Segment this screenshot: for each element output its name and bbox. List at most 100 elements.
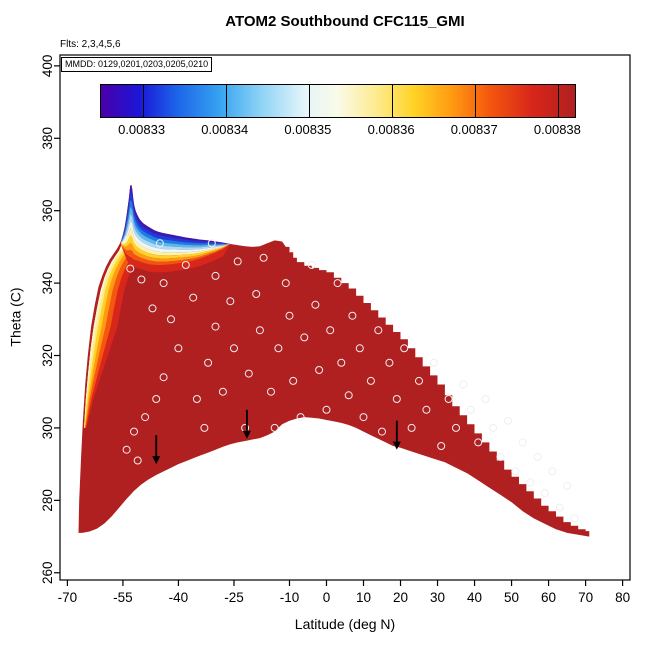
x-tick-label: 10: [356, 590, 371, 605]
contour-dome: [78, 185, 590, 537]
contour-band: [121, 206, 231, 248]
scatter-point: [570, 514, 579, 523]
x-tick-label: 30: [430, 590, 445, 605]
scatter-point: [333, 279, 342, 288]
x-tick-label: -55: [113, 590, 133, 605]
scatter-point: [148, 304, 157, 313]
scatter-point: [511, 467, 520, 476]
scatter-point: [137, 275, 146, 284]
x-tick-label: 70: [578, 590, 593, 605]
scatter-point: [189, 293, 198, 302]
scatter-point: [204, 358, 213, 367]
scatter-point: [415, 376, 423, 385]
scatter-point: [348, 311, 357, 320]
x-tick-label: 80: [615, 590, 630, 605]
scatter-point: [422, 405, 431, 414]
x-tick-label: -10: [280, 590, 300, 605]
scatter-point: [218, 387, 227, 396]
scatter-point: [159, 279, 168, 288]
scatter-point: [315, 366, 324, 374]
scatter-point: [174, 344, 183, 353]
scatter-point: [211, 271, 220, 280]
y-tick-label: 280: [40, 489, 55, 512]
scatter-point: [307, 261, 316, 269]
scatter-point: [344, 391, 353, 400]
scatter-point: [252, 290, 261, 298]
scatter-point: [285, 311, 294, 320]
colorbar-tick-label: 0.00836: [367, 122, 415, 137]
scatter-point: [366, 376, 375, 385]
scatter-point: [233, 257, 242, 266]
scatter-point: [300, 333, 309, 342]
scatter-point: [548, 467, 557, 476]
y-axis-label: Theta (C): [7, 287, 24, 347]
scatter-point: [244, 369, 253, 378]
contour-band: [121, 185, 231, 244]
contour-band: [121, 235, 231, 259]
x-tick-label: 40: [467, 590, 482, 605]
scatter-point: [167, 315, 175, 324]
flights-annotation: Flts: 2,3,4,5,6: [60, 39, 121, 50]
scatter-point: [326, 326, 335, 335]
y-tick-label: 340: [40, 272, 55, 295]
x-tick-label: 60: [541, 590, 556, 605]
scatter-point: [474, 438, 483, 447]
scatter-point: [496, 452, 505, 461]
scatter-point: [296, 413, 305, 422]
colorbar-tick: [475, 85, 477, 117]
contour-band: [121, 192, 231, 244]
contour-band: [121, 228, 231, 256]
scatter-point: [281, 279, 290, 288]
scatter-point: [155, 239, 164, 248]
x-tick-label: 20: [393, 590, 408, 605]
y-tick-label: 380: [40, 127, 55, 150]
scatter-point: [489, 423, 498, 432]
scatter-point: [192, 395, 201, 403]
scatter-point: [429, 358, 438, 367]
y-tick-label: 320: [40, 344, 55, 367]
scatter-point: [181, 261, 190, 269]
arrow-head: [392, 441, 401, 450]
scatter-point: [211, 322, 220, 331]
colorbar-labels: 0.00833 0.00834 0.00835 0.00836 0.00837 0.008…: [0, 122, 650, 140]
scatter-point: [274, 344, 283, 353]
contour-band: [121, 244, 231, 265]
scatter-point: [359, 413, 368, 422]
scatter-point: [392, 395, 401, 403]
arrow-head: [242, 430, 251, 439]
scatter-point: [270, 423, 279, 432]
scatter-point: [385, 358, 394, 367]
scatter-point: [533, 452, 542, 461]
scatter-point: [407, 423, 416, 432]
scatter-point: [226, 297, 235, 306]
mmdd-box: MMDD: 0129,0201,0203,0205,0210: [61, 57, 213, 72]
contour-band: [121, 213, 231, 250]
colorbar-tick-label: 0.00833: [118, 122, 166, 137]
y-tick-label: 260: [40, 561, 55, 584]
y-tick-label: 300: [40, 417, 55, 440]
x-axis-label: Latitude (deg N): [294, 616, 396, 632]
arrow-head: [152, 456, 161, 465]
scatter-point: [459, 380, 468, 389]
x-tick-label: 50: [504, 590, 519, 605]
colorbar-tick-label: 0.00834: [201, 122, 249, 137]
scatter-point: [207, 239, 216, 248]
scatter-point: [374, 326, 383, 335]
scatter-point: [133, 456, 142, 465]
scatter-point: [267, 387, 275, 396]
y-tick-label: 360: [40, 199, 55, 222]
scatter-point: [289, 376, 298, 385]
colorbar-tick-label: 0.00837: [450, 122, 498, 137]
scatter-point: [452, 423, 460, 432]
scatter-point: [378, 427, 386, 436]
scatter-point: [437, 442, 446, 450]
scatter-point: [518, 438, 527, 447]
plot-frame: [59, 54, 631, 581]
scatter-point: [444, 395, 453, 403]
colorbar-tick: [142, 85, 144, 117]
scatter-point: [355, 344, 364, 353]
colorbar-tick-label: 0.00835: [284, 122, 332, 137]
scatter-point: [466, 405, 475, 414]
